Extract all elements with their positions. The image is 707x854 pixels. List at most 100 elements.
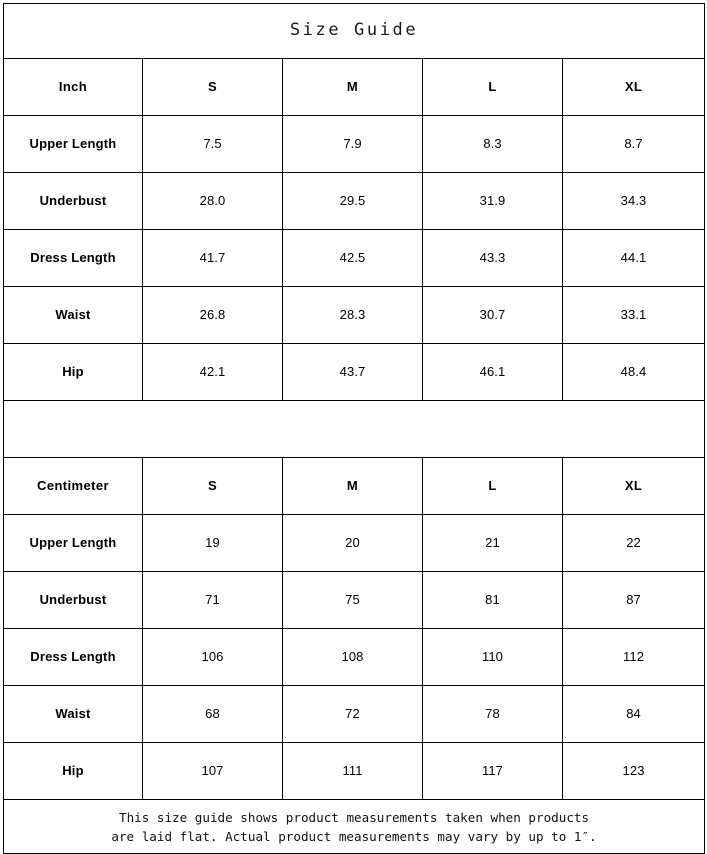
value-cell-l: 31.9 bbox=[422, 172, 563, 230]
title-row: Size Guide bbox=[2, 3, 706, 59]
measurement-value: 87 bbox=[626, 592, 641, 607]
value-cell-m: 75 bbox=[282, 571, 423, 629]
size-label-l: L bbox=[488, 478, 497, 493]
measurement-value: 19 bbox=[205, 535, 220, 550]
inch-unit-label: Inch bbox=[58, 79, 88, 94]
value-cell-s: 28.0 bbox=[142, 172, 283, 230]
value-cell-s: 26.8 bbox=[142, 286, 283, 344]
measurement-value: 28.3 bbox=[339, 307, 366, 322]
measurement-value: 46.1 bbox=[479, 364, 506, 379]
inch-column-header-m: M bbox=[282, 58, 423, 116]
centimeter-column-header-m: M bbox=[282, 457, 423, 515]
measurement-value: 43.3 bbox=[479, 250, 506, 265]
row-label-cell: Hip bbox=[3, 742, 143, 800]
centimeter-unit-label: Centimeter bbox=[37, 478, 109, 493]
measurement-label: Hip bbox=[62, 364, 84, 379]
value-cell-xl: 33.1 bbox=[561, 286, 706, 344]
title-cell: Size Guide bbox=[2, 3, 706, 59]
value-cell-l: 110 bbox=[422, 628, 563, 686]
footer-note-cell: This size guide shows product measuremen… bbox=[2, 799, 706, 854]
row-label-cell: Upper Length bbox=[3, 115, 143, 173]
table-row: Waist 26.8 28.3 30.7 33.1 bbox=[3, 286, 706, 344]
value-cell-l: 81 bbox=[422, 571, 563, 629]
inch-column-header-s: S bbox=[142, 58, 283, 116]
value-cell-xl: 123 bbox=[561, 742, 706, 800]
measurement-value: 84 bbox=[626, 706, 641, 721]
row-label-cell: Dress Length bbox=[3, 229, 143, 287]
value-cell-m: 108 bbox=[282, 628, 423, 686]
table-row: Upper Length 19 20 21 22 bbox=[3, 514, 706, 572]
measurement-value: 107 bbox=[201, 763, 224, 778]
disclaimer-text: This size guide shows product measuremen… bbox=[111, 809, 597, 844]
table-row: Underbust 71 75 81 87 bbox=[3, 571, 706, 629]
measurement-label: Upper Length bbox=[29, 535, 117, 550]
size-label-s: S bbox=[207, 79, 218, 94]
size-label-xl: XL bbox=[624, 79, 643, 94]
measurement-value: 42.5 bbox=[339, 250, 366, 265]
row-label-cell: Waist bbox=[3, 685, 143, 743]
value-cell-xl: 112 bbox=[561, 628, 706, 686]
measurement-value: 33.1 bbox=[620, 307, 647, 322]
value-cell-l: 78 bbox=[422, 685, 563, 743]
size-label-xl: XL bbox=[624, 478, 643, 493]
measurement-value: 22 bbox=[626, 535, 641, 550]
value-cell-s: 68 bbox=[142, 685, 283, 743]
value-cell-s: 71 bbox=[142, 571, 283, 629]
inch-column-header-xl: XL bbox=[561, 58, 706, 116]
measurement-value: 42.1 bbox=[199, 364, 226, 379]
value-cell-m: 43.7 bbox=[282, 343, 423, 401]
value-cell-m: 29.5 bbox=[282, 172, 423, 230]
row-label-cell: Upper Length bbox=[3, 514, 143, 572]
table-row: Dress Length 106 108 110 112 bbox=[3, 628, 706, 686]
size-label-l: L bbox=[488, 79, 497, 94]
value-cell-s: 107 bbox=[142, 742, 283, 800]
value-cell-s: 42.1 bbox=[142, 343, 283, 401]
centimeter-unit-header-cell: Centimeter bbox=[3, 457, 143, 515]
measurement-label: Upper Length bbox=[29, 136, 117, 151]
value-cell-xl: 34.3 bbox=[561, 172, 706, 230]
table-row: Dress Length 41.7 42.5 43.3 44.1 bbox=[3, 229, 706, 287]
row-label-cell: Underbust bbox=[3, 172, 143, 230]
row-label-cell: Underbust bbox=[3, 571, 143, 629]
measurement-value: 34.3 bbox=[620, 193, 647, 208]
table-spacer-cell bbox=[2, 400, 706, 458]
measurement-value: 48.4 bbox=[620, 364, 647, 379]
table-row: Upper Length 7.5 7.9 8.3 8.7 bbox=[3, 115, 706, 173]
size-label-m: M bbox=[346, 79, 359, 94]
table-row: Underbust 28.0 29.5 31.9 34.3 bbox=[3, 172, 706, 230]
value-cell-xl: 84 bbox=[561, 685, 706, 743]
measurement-label: Waist bbox=[55, 307, 91, 322]
size-label-s: S bbox=[207, 478, 218, 493]
inch-column-header-l: L bbox=[422, 58, 563, 116]
value-cell-xl: 8.7 bbox=[561, 115, 706, 173]
value-cell-m: 7.9 bbox=[282, 115, 423, 173]
measurement-value: 26.8 bbox=[199, 307, 226, 322]
measurement-value: 41.7 bbox=[199, 250, 226, 265]
value-cell-l: 30.7 bbox=[422, 286, 563, 344]
value-cell-s: 19 bbox=[142, 514, 283, 572]
measurement-value: 110 bbox=[481, 649, 504, 664]
value-cell-l: 46.1 bbox=[422, 343, 563, 401]
size-label-m: M bbox=[346, 478, 359, 493]
measurement-value: 78 bbox=[485, 706, 500, 721]
centimeter-header-row: Centimeter S M L XL bbox=[3, 457, 706, 515]
measurement-value: 29.5 bbox=[339, 193, 366, 208]
row-label-cell: Hip bbox=[3, 343, 143, 401]
value-cell-m: 28.3 bbox=[282, 286, 423, 344]
value-cell-s: 106 bbox=[142, 628, 283, 686]
measurement-value: 43.7 bbox=[339, 364, 366, 379]
measurement-value: 7.9 bbox=[343, 136, 362, 151]
value-cell-xl: 48.4 bbox=[561, 343, 706, 401]
measurement-value: 28.0 bbox=[199, 193, 226, 208]
table-spacer-row bbox=[2, 400, 706, 458]
measurement-value: 68 bbox=[205, 706, 220, 721]
value-cell-s: 41.7 bbox=[142, 229, 283, 287]
inch-unit-header-cell: Inch bbox=[3, 58, 143, 116]
measurement-value: 44.1 bbox=[620, 250, 647, 265]
measurement-value: 112 bbox=[623, 649, 645, 664]
measurement-value: 111 bbox=[342, 763, 363, 778]
measurement-value: 75 bbox=[345, 592, 360, 607]
value-cell-m: 42.5 bbox=[282, 229, 423, 287]
value-cell-m: 111 bbox=[282, 742, 423, 800]
